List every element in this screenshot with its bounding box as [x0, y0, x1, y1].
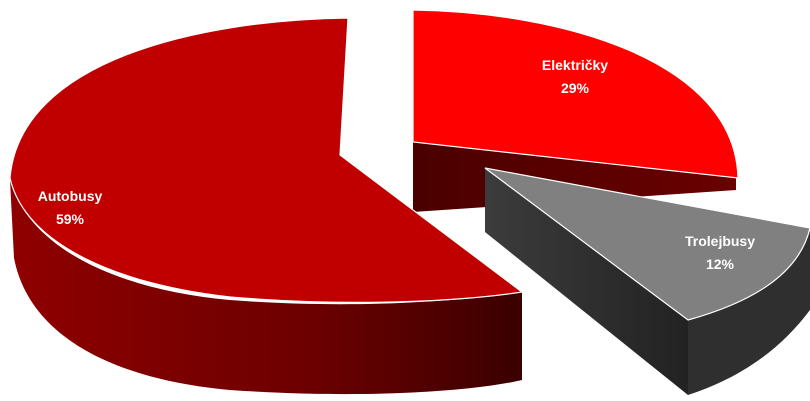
slice-autobusy-side: [10, 180, 522, 395]
slice-autobusy-value: 59%: [56, 211, 85, 227]
slice-autobusy: Autobusy 59%: [9, 17, 524, 395]
slice-elektricky: Električky 29%: [412, 9, 739, 212]
slice-trolejbusy-top: [484, 167, 810, 321]
slice-trolejbusy-value: 12%: [706, 256, 735, 272]
slice-elektricky-top: [412, 9, 739, 179]
slice-trolejbusy-label: Trolejbusy: [685, 233, 755, 249]
slice-autobusy-top: [9, 17, 524, 303]
slice-trolejbusy: Trolejbusy 12%: [484, 167, 810, 395]
slice-trolejbusy-side-left: [485, 168, 688, 395]
slice-elektricky-value: 29%: [561, 80, 590, 96]
slice-autobusy-label: Autobusy: [38, 188, 103, 204]
slice-elektricky-label: Električky: [542, 57, 608, 73]
